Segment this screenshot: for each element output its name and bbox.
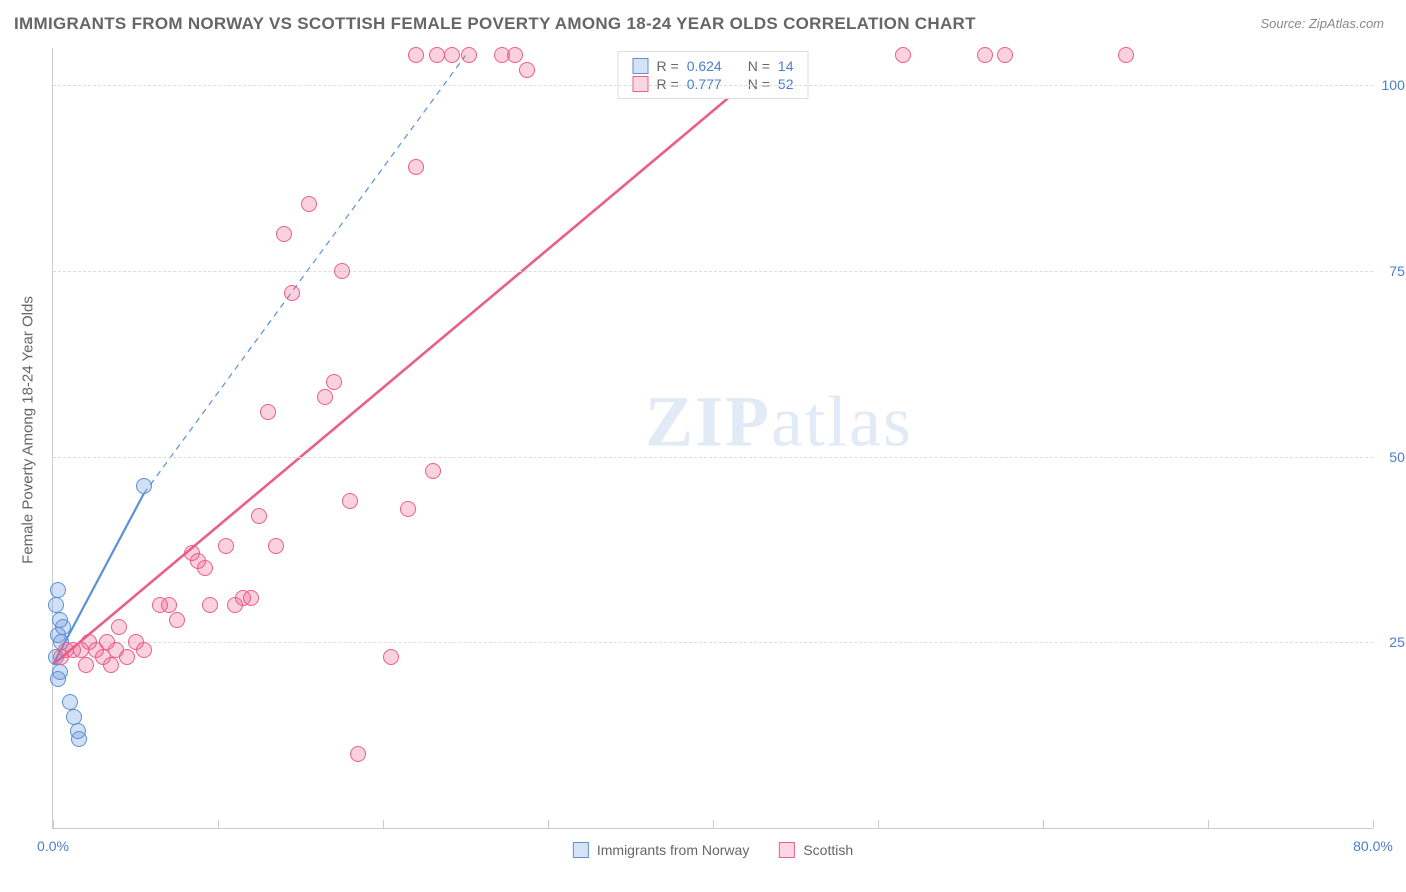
data-point-scottish	[350, 746, 366, 762]
x-tick	[878, 820, 879, 828]
legend-item-scottish: Scottish	[779, 842, 853, 858]
y-tick-label: 75.0%	[1389, 263, 1406, 279]
x-tick	[713, 820, 714, 828]
data-point-norway	[48, 597, 64, 613]
data-point-scottish	[202, 597, 218, 613]
legend-row-norway: R = 0.624 N = 14	[633, 58, 794, 74]
data-point-scottish	[111, 619, 127, 635]
legend-swatch-icon	[573, 842, 589, 858]
gridline-h	[53, 642, 1373, 643]
y-tick-label: 25.0%	[1389, 634, 1406, 650]
x-tick	[218, 820, 219, 828]
y-tick-label: 50.0%	[1389, 449, 1406, 465]
x-tick	[53, 820, 54, 828]
data-point-scottish	[342, 493, 358, 509]
x-tick-label: 80.0%	[1353, 838, 1393, 854]
data-point-scottish	[169, 612, 185, 628]
chart-plot-area: ZIPatlas R = 0.624 N = 14 R = 0.777 N = …	[52, 48, 1373, 829]
data-point-scottish	[383, 649, 399, 665]
gridline-h	[53, 271, 1373, 272]
legend-label-scottish: Scottish	[803, 842, 853, 858]
trend-line	[144, 55, 466, 493]
data-point-scottish	[284, 285, 300, 301]
x-tick	[1208, 820, 1209, 828]
data-point-scottish	[461, 47, 477, 63]
data-point-norway	[71, 731, 87, 747]
data-point-norway	[52, 612, 68, 628]
data-point-norway	[50, 582, 66, 598]
data-point-scottish	[218, 538, 234, 554]
data-point-scottish	[400, 501, 416, 517]
data-point-scottish	[334, 263, 350, 279]
data-point-scottish	[119, 649, 135, 665]
data-point-scottish	[507, 47, 523, 63]
x-tick	[1373, 820, 1374, 828]
data-point-scottish	[1118, 47, 1134, 63]
data-point-scottish	[895, 47, 911, 63]
data-point-scottish	[251, 508, 267, 524]
data-point-scottish	[243, 590, 259, 606]
legend-R-scottish: 0.777	[687, 76, 722, 92]
data-point-scottish	[408, 47, 424, 63]
data-point-scottish	[260, 404, 276, 420]
trend-lines-layer	[53, 48, 1373, 828]
data-point-norway	[66, 709, 82, 725]
data-point-scottish	[197, 560, 213, 576]
legend-R-label: R =	[657, 58, 679, 74]
chart-title: IMMIGRANTS FROM NORWAY VS SCOTTISH FEMAL…	[14, 14, 976, 34]
x-tick	[383, 820, 384, 828]
legend-R-label: R =	[657, 76, 679, 92]
source-credit: Source: ZipAtlas.com	[1260, 16, 1384, 31]
legend-R-norway: 0.624	[687, 58, 722, 74]
data-point-scottish	[161, 597, 177, 613]
x-tick-label: 0.0%	[37, 838, 69, 854]
gridline-h	[53, 85, 1373, 86]
data-point-scottish	[276, 226, 292, 242]
legend-row-scottish: R = 0.777 N = 52	[633, 76, 794, 92]
legend-swatch-norway	[633, 58, 649, 74]
data-point-scottish	[78, 657, 94, 673]
legend-label-norway: Immigrants from Norway	[597, 842, 749, 858]
legend-N-scottish: 52	[778, 76, 794, 92]
data-point-norway	[136, 478, 152, 494]
data-point-scottish	[136, 642, 152, 658]
data-point-scottish	[268, 538, 284, 554]
data-point-scottish	[425, 463, 441, 479]
y-tick-label: 100.0%	[1382, 77, 1406, 93]
legend-N-label: N =	[748, 76, 770, 92]
data-point-scottish	[444, 47, 460, 63]
series-legend: Immigrants from Norway Scottish	[573, 842, 853, 858]
legend-item-norway: Immigrants from Norway	[573, 842, 749, 858]
data-point-norway	[62, 694, 78, 710]
data-point-scottish	[301, 196, 317, 212]
x-tick	[548, 820, 549, 828]
legend-swatch-scottish	[633, 76, 649, 92]
legend-N-norway: 14	[778, 58, 794, 74]
trend-line	[53, 55, 779, 664]
data-point-norway	[52, 664, 68, 680]
data-point-scottish	[408, 159, 424, 175]
data-point-scottish	[519, 62, 535, 78]
data-point-scottish	[977, 47, 993, 63]
data-point-scottish	[317, 389, 333, 405]
data-point-scottish	[326, 374, 342, 390]
legend-N-label: N =	[748, 58, 770, 74]
y-axis-label: Female Poverty Among 18-24 Year Olds	[20, 296, 37, 564]
x-tick	[1043, 820, 1044, 828]
gridline-h	[53, 457, 1373, 458]
legend-swatch-icon	[779, 842, 795, 858]
data-point-scottish	[429, 47, 445, 63]
correlation-legend: R = 0.624 N = 14 R = 0.777 N = 52	[618, 51, 809, 99]
data-point-scottish	[997, 47, 1013, 63]
data-point-scottish	[103, 657, 119, 673]
